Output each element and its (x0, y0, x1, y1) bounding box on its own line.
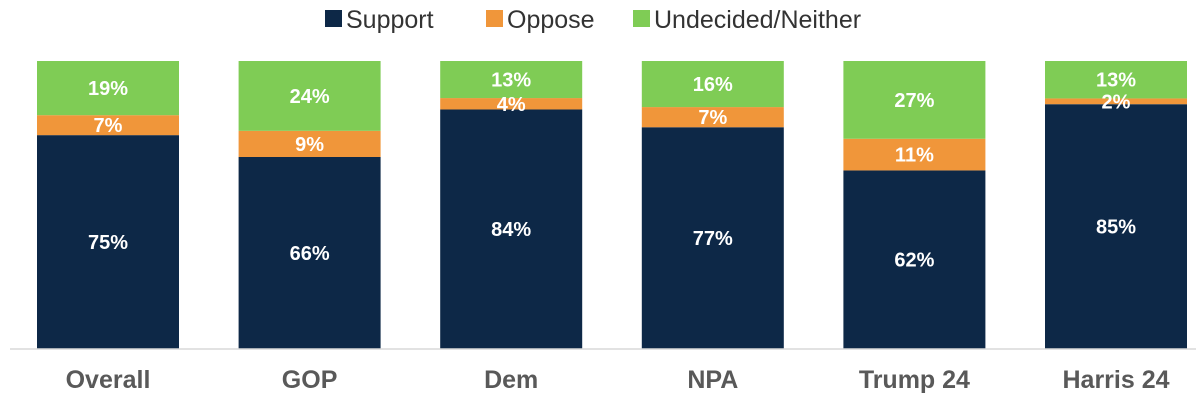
category-label-npa: NPA (687, 366, 738, 394)
category-label-gop: GOP (282, 366, 338, 394)
data-label-support-trump-24: 62% (894, 250, 934, 272)
legend-label-support: Support (346, 6, 434, 34)
category-labels-group: Overall GOP Dem NPA Trump 24 Harris 24 (66, 366, 1170, 394)
data-label-undecided-neither-gop: 24% (290, 86, 330, 108)
category-label-harris-24: Harris 24 (1062, 366, 1169, 394)
legend: Support Oppose Undecided/Neither (325, 6, 861, 34)
data-label-undecided-neither-dem: 13% (491, 70, 531, 92)
bar-segment-undecided-neither-gop (238, 61, 381, 131)
legend-swatch-oppose (486, 10, 503, 27)
category-label-overall: Overall (66, 366, 151, 394)
data-label-oppose-harris-24: 2% (1102, 91, 1131, 113)
data-label-undecided-neither-harris-24: 13% (1096, 70, 1136, 92)
bar-segment-support-gop (238, 157, 381, 349)
bars-group (37, 61, 1187, 350)
bar-segment-undecided-neither-dem (440, 61, 583, 99)
legend-swatch-undecided (633, 10, 650, 27)
data-label-undecided-neither-npa: 16% (693, 74, 733, 96)
data-label-oppose-dem: 4% (497, 94, 526, 116)
bar-segment-undecided-neither-overall (37, 61, 179, 116)
data-label-undecided-neither-trump-24: 27% (894, 90, 934, 112)
bar-segment-oppose-overall (37, 115, 179, 136)
bar-segment-oppose-harris-24 (1045, 98, 1187, 105)
data-label-support-overall: 75% (88, 232, 128, 254)
data-label-support-harris-24: 85% (1096, 217, 1136, 239)
bar-segment-oppose-gop (238, 130, 381, 157)
legend-label-undecided: Undecided/Neither (654, 6, 861, 34)
legend-label-oppose: Oppose (507, 6, 595, 34)
bar-segment-oppose-dem (440, 98, 583, 110)
data-label-oppose-overall: 7% (94, 115, 123, 137)
bar-segment-support-dem (440, 109, 583, 349)
bar-segment-undecided-neither-trump-24 (843, 61, 986, 139)
data-label-oppose-gop: 9% (295, 134, 324, 156)
data-label-support-gop: 66% (290, 243, 330, 265)
data-label-support-dem: 84% (491, 219, 531, 241)
data-label-undecided-neither-overall: 19% (88, 78, 128, 100)
bar-segment-support-npa (641, 127, 784, 350)
bar-segment-oppose-npa (641, 107, 784, 128)
bar-segment-support-overall (37, 135, 179, 349)
bar-segment-undecided-neither-harris-24 (1045, 61, 1187, 99)
category-label-dem: Dem (484, 366, 538, 394)
data-label-oppose-npa: 7% (698, 107, 727, 129)
data-label-support-npa: 77% (693, 228, 733, 250)
legend-swatch-support (325, 10, 342, 27)
bar-segment-support-harris-24 (1045, 104, 1187, 349)
data-labels-group: 75%7%19%66%9%24%84%4%13%77%7%16%62%11%27… (88, 70, 1136, 272)
category-label-trump-24: Trump 24 (859, 366, 970, 394)
bar-segment-support-trump-24 (843, 170, 986, 349)
data-label-oppose-trump-24: 11% (895, 145, 934, 167)
bar-segment-oppose-trump-24 (843, 138, 986, 171)
bar-segment-undecided-neither-npa (641, 61, 784, 108)
